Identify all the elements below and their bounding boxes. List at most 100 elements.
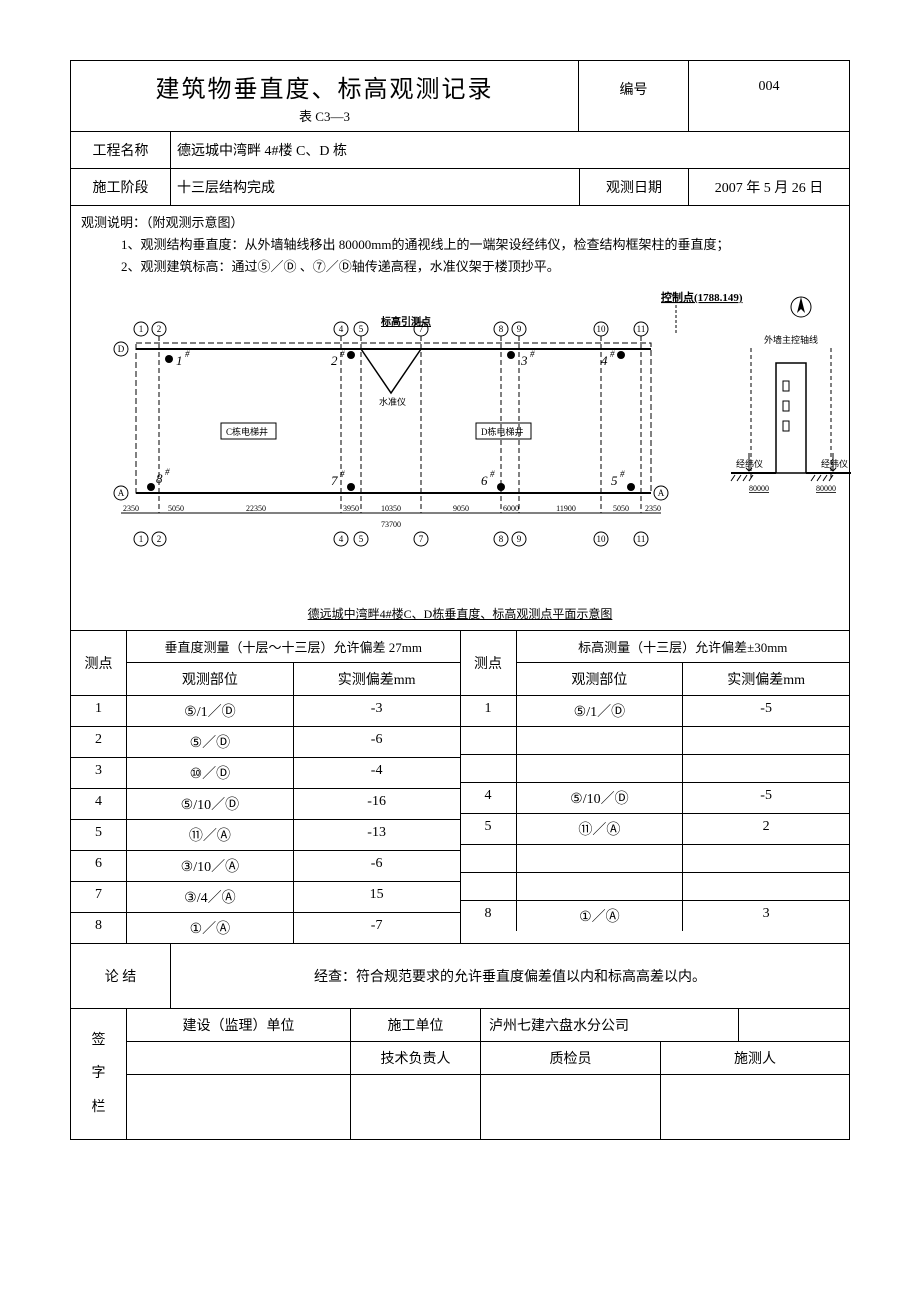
loc-cell: ⑤/1／Ⓓ bbox=[517, 696, 684, 726]
svg-text:22350: 22350 bbox=[246, 504, 266, 513]
table-row: 2⑤／Ⓓ-6 bbox=[71, 727, 460, 758]
loc-cell: ①／Ⓐ bbox=[127, 913, 294, 943]
document: 建筑物垂直度、标高观测记录 表 C3—3 编号 004 工程名称 德远城中湾畔 … bbox=[70, 60, 850, 1140]
loc-cell bbox=[517, 845, 684, 872]
svg-text:10: 10 bbox=[597, 534, 607, 544]
loc-cell: ⑪／Ⓐ bbox=[127, 820, 294, 850]
svg-text:5: 5 bbox=[359, 534, 364, 544]
shaft-c-label: C栋电梯井 bbox=[226, 426, 268, 437]
svg-text:2: 2 bbox=[331, 353, 338, 368]
table-row: 1⑤/1／Ⓓ-3 bbox=[71, 696, 460, 727]
dev-label-right: 实测偏差mm bbox=[683, 663, 849, 695]
pt-cell: 3 bbox=[71, 758, 127, 788]
conclusion-row: 论 结 经查：符合规范要求的允许垂直度偏差值以内和标高高差以内。 bbox=[71, 944, 849, 1009]
dev-cell bbox=[683, 755, 849, 782]
table-row: 3⑩／Ⓓ-4 bbox=[71, 758, 460, 789]
project-row: 工程名称 德远城中湾畔 4#楼 C、D 栋 bbox=[71, 132, 849, 169]
svg-text:11900: 11900 bbox=[556, 504, 576, 513]
table-row: 4⑤/10／Ⓓ-16 bbox=[71, 789, 460, 820]
diagram-svg: 控制点(1788.149) 1 2 4 5 7 8 9 10 11 D bbox=[81, 283, 861, 583]
conclusion-label: 论 结 bbox=[71, 944, 171, 1008]
svg-text:#: # bbox=[490, 469, 495, 479]
dev-cell: -6 bbox=[294, 727, 460, 757]
conclusion-text: 经查：符合规范要求的允许垂直度偏差值以内和标高高差以内。 bbox=[171, 944, 849, 1008]
date-label: 观测日期 bbox=[579, 169, 689, 205]
svg-text:2: 2 bbox=[157, 534, 162, 544]
right-header: 标高测量（十三层）允许偏差±30mm bbox=[517, 631, 850, 663]
dev-cell: 15 bbox=[294, 882, 460, 912]
qc-label: 质检员 bbox=[481, 1042, 661, 1074]
theodolite-label-2: 经纬仪 bbox=[821, 458, 848, 469]
pt-cell: 2 bbox=[71, 727, 127, 757]
svg-text:A: A bbox=[658, 488, 665, 498]
table-row bbox=[461, 727, 850, 755]
date-value: 2007 年 5 月 26 日 bbox=[689, 169, 849, 205]
svg-text:5050: 5050 bbox=[168, 504, 184, 513]
svg-text:73700: 73700 bbox=[381, 520, 401, 529]
svg-text:8: 8 bbox=[156, 471, 163, 486]
dev-cell bbox=[683, 873, 849, 900]
supervisor-label: 建设（监理）单位 bbox=[127, 1009, 351, 1041]
svg-text:5: 5 bbox=[359, 324, 364, 334]
proj-value: 德远城中湾畔 4#楼 C、D 栋 bbox=[171, 132, 849, 168]
signature-label: 签字栏 bbox=[71, 1009, 127, 1139]
verticality-section: 测点 垂直度测量（十层～十三层）允许偏差 27mm 观测部位 实测偏差mm 1⑤… bbox=[71, 631, 461, 943]
loc-cell: ⑤/1／Ⓓ bbox=[127, 696, 294, 726]
loc-cell bbox=[517, 873, 684, 900]
loc-label-right: 观测部位 bbox=[517, 663, 684, 695]
stage-row: 施工阶段 十三层结构完成 观测日期 2007 年 5 月 26 日 bbox=[71, 169, 849, 206]
description-block: 观测说明：（附观测示意图） 1、观测结构垂直度：从外墙轴线移出 80000mm的… bbox=[71, 206, 849, 603]
construction-value: 泸州七建六盘水分公司 bbox=[481, 1009, 739, 1041]
loc-cell bbox=[517, 755, 684, 782]
dev-cell: -4 bbox=[294, 758, 460, 788]
loc-label-left: 观测部位 bbox=[127, 663, 294, 695]
svg-text:10: 10 bbox=[597, 324, 607, 334]
svg-text:2350: 2350 bbox=[645, 504, 661, 513]
svg-text:#: # bbox=[165, 467, 170, 477]
svg-text:#: # bbox=[620, 469, 625, 479]
svg-text:#: # bbox=[340, 469, 345, 479]
num-value: 004 bbox=[689, 61, 849, 131]
table-row bbox=[461, 845, 850, 873]
subtitle: 表 C3—3 bbox=[75, 106, 574, 125]
desc-line1: 1、观测结构垂直度：从外墙轴线移出 80000mm的通视线上的一端架设经纬仪，检… bbox=[81, 234, 839, 256]
pt-cell: 5 bbox=[461, 814, 517, 844]
qc-sign bbox=[481, 1075, 661, 1139]
svg-text:D: D bbox=[118, 344, 125, 354]
loc-cell: ⑤/10／Ⓓ bbox=[517, 783, 684, 813]
desc-head: 观测说明：（附观测示意图） bbox=[81, 212, 839, 234]
svg-text:8: 8 bbox=[499, 534, 504, 544]
table-row: 5⑪／Ⓐ-13 bbox=[71, 820, 460, 851]
proj-label: 工程名称 bbox=[71, 132, 171, 168]
pt-cell bbox=[461, 873, 517, 900]
table-row: 7③/4／Ⓐ15 bbox=[71, 882, 460, 913]
svg-text:10350: 10350 bbox=[381, 504, 401, 513]
supervisor-sign bbox=[127, 1075, 351, 1139]
offset-1: 80000 bbox=[749, 484, 769, 493]
pt-cell: 1 bbox=[461, 696, 517, 726]
svg-text:8: 8 bbox=[499, 324, 504, 334]
table-row: 8①／Ⓐ-7 bbox=[71, 913, 460, 943]
loc-cell: ③/10／Ⓐ bbox=[127, 851, 294, 881]
shaft-d-label: D栋电梯井 bbox=[481, 426, 524, 437]
dev-cell: -5 bbox=[683, 696, 849, 726]
svg-text:#: # bbox=[340, 349, 345, 359]
pt-label-left: 测点 bbox=[71, 631, 127, 695]
pt-cell bbox=[461, 727, 517, 754]
pt-cell: 7 bbox=[71, 882, 127, 912]
svg-text:4: 4 bbox=[339, 534, 344, 544]
surveyor-sign bbox=[661, 1075, 849, 1139]
svg-text:11: 11 bbox=[637, 324, 646, 334]
loc-cell: ①／Ⓐ bbox=[517, 901, 684, 931]
svg-text:2: 2 bbox=[157, 324, 162, 334]
left-header: 垂直度测量（十层～十三层）允许偏差 27mm bbox=[127, 631, 460, 663]
loc-cell: ⑤/10／Ⓓ bbox=[127, 789, 294, 819]
num-label: 编号 bbox=[579, 61, 689, 131]
svg-text:6: 6 bbox=[481, 473, 488, 488]
construction-label: 施工单位 bbox=[351, 1009, 481, 1041]
diagram: 控制点(1788.149) 1 2 4 5 7 8 9 10 11 D bbox=[81, 283, 839, 583]
svg-text:9050: 9050 bbox=[453, 504, 469, 513]
dev-cell: -16 bbox=[294, 789, 460, 819]
svg-text:11: 11 bbox=[637, 534, 646, 544]
svg-text:1: 1 bbox=[139, 324, 144, 334]
